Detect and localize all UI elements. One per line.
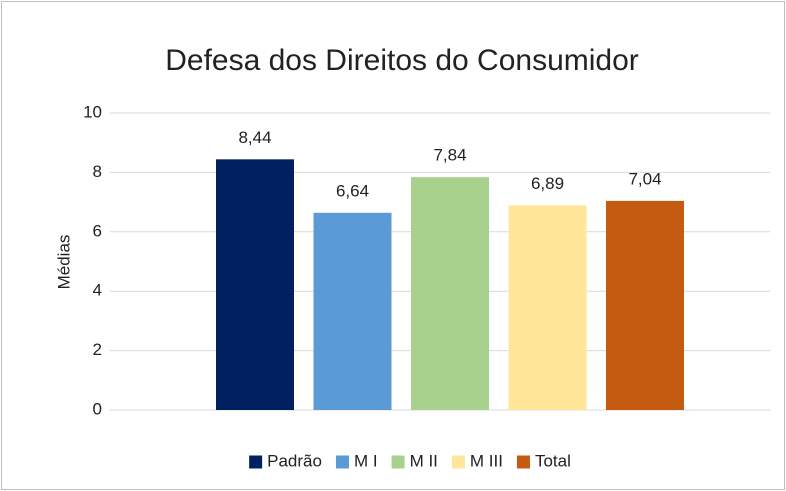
legend-label: Total <box>535 451 571 470</box>
bar <box>313 212 392 410</box>
y-tick-label: 10 <box>83 102 102 121</box>
chart-title: Defesa dos Direitos do Consumidor <box>165 44 639 77</box>
bar <box>508 205 587 410</box>
y-tick-label: 4 <box>93 281 102 300</box>
data-label: 7,04 <box>628 169 661 188</box>
legend-swatch <box>391 455 405 469</box>
bar <box>411 177 489 410</box>
y-tick-label: 0 <box>93 399 102 418</box>
y-axis-label: Médias <box>54 235 73 290</box>
bar <box>216 159 294 410</box>
legend-label: M II <box>410 451 438 470</box>
legend-swatch <box>249 455 263 469</box>
legend-label: M III <box>470 451 503 470</box>
legend-swatch <box>516 455 530 469</box>
data-label: 8,44 <box>238 128 271 147</box>
y-tick-label: 6 <box>93 221 102 240</box>
legend-swatch <box>451 455 465 469</box>
bar <box>606 200 684 410</box>
legend-label: M I <box>354 451 378 470</box>
legend-swatch <box>335 455 349 469</box>
y-tick-label: 8 <box>93 162 102 181</box>
legend-label: Padrão <box>267 451 322 470</box>
y-tick-label: 2 <box>93 340 102 359</box>
data-label: 7,84 <box>433 146 466 165</box>
data-label: 6,89 <box>531 174 564 193</box>
data-label: 6,64 <box>336 181 369 200</box>
